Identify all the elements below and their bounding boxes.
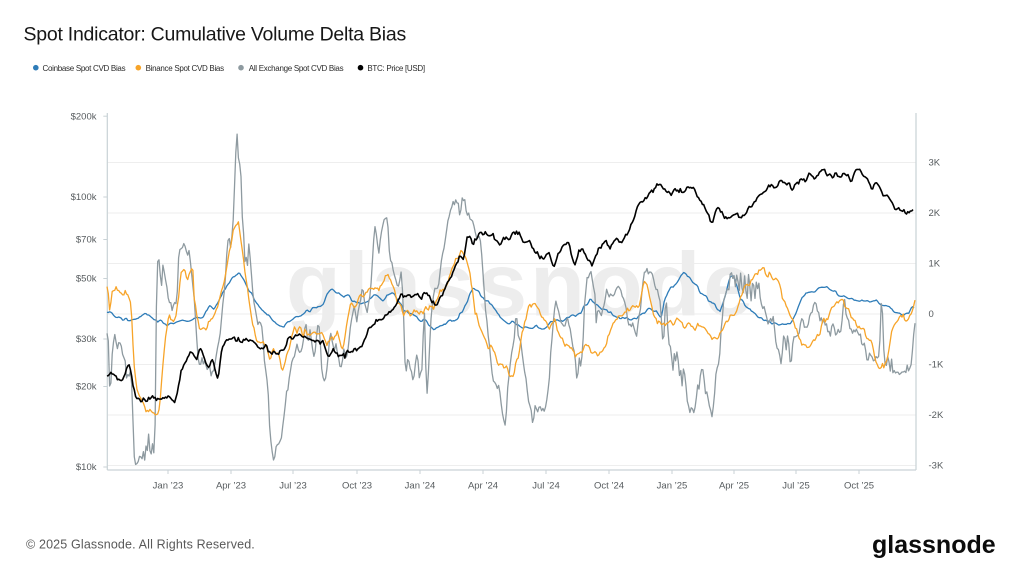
svg-text:Jan ’25: Jan ’25 <box>657 481 688 492</box>
svg-text:Oct ’23: Oct ’23 <box>342 481 372 492</box>
svg-text:Coinbase Spot CVD Bias: Coinbase Spot CVD Bias <box>43 64 126 73</box>
svg-text:Apr ’24: Apr ’24 <box>468 481 498 492</box>
svg-text:© 2025 Glassnode. All Rights R: © 2025 Glassnode. All Rights Reserved. <box>26 538 255 552</box>
svg-text:$10k: $10k <box>76 462 97 473</box>
svg-text:-1K: -1K <box>929 360 944 371</box>
svg-text:1K: 1K <box>929 259 941 270</box>
svg-text:3K: 3K <box>929 158 941 169</box>
svg-text:Jan ’23: Jan ’23 <box>153 481 184 492</box>
svg-text:Jul ’24: Jul ’24 <box>532 481 559 492</box>
svg-text:$50k: $50k <box>76 274 97 285</box>
svg-text:2K: 2K <box>929 208 941 219</box>
svg-text:Binance Spot CVD Bias: Binance Spot CVD Bias <box>146 64 224 73</box>
svg-text:BTC: Price [USD]: BTC: Price [USD] <box>367 64 425 73</box>
svg-text:Apr ’25: Apr ’25 <box>719 481 749 492</box>
svg-text:Jul ’23: Jul ’23 <box>279 481 306 492</box>
svg-text:0: 0 <box>929 309 934 320</box>
svg-text:Spot Indicator: Cumulative Vol: Spot Indicator: Cumulative Volume Delta … <box>24 23 407 45</box>
svg-text:glassnode: glassnode <box>286 236 756 336</box>
svg-text:$70k: $70k <box>76 235 97 246</box>
svg-text:Oct ’25: Oct ’25 <box>844 481 874 492</box>
svg-text:Oct ’24: Oct ’24 <box>594 481 624 492</box>
svg-text:Apr ’23: Apr ’23 <box>216 481 246 492</box>
svg-text:$200k: $200k <box>71 111 97 122</box>
svg-text:$100k: $100k <box>71 192 97 203</box>
svg-text:Jan ’24: Jan ’24 <box>405 481 436 492</box>
svg-text:All Exchange Spot CVD Bias: All Exchange Spot CVD Bias <box>249 64 344 73</box>
svg-text:$20k: $20k <box>76 382 97 393</box>
svg-text:-3K: -3K <box>929 461 944 472</box>
svg-text:glassnode: glassnode <box>872 531 996 559</box>
svg-text:-2K: -2K <box>929 410 944 421</box>
svg-text:Jul ’25: Jul ’25 <box>782 481 809 492</box>
svg-text:$30k: $30k <box>76 334 97 345</box>
